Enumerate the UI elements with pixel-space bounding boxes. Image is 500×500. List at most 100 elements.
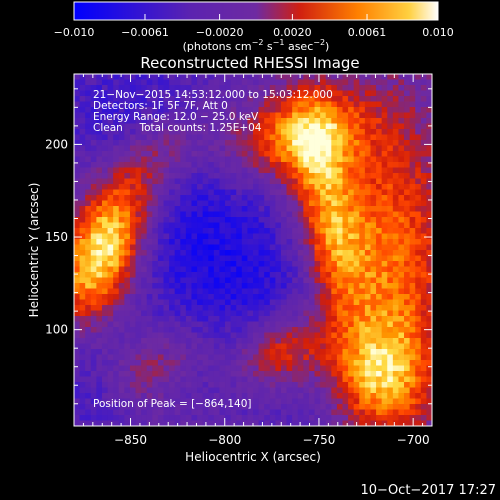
heatmap-cell: [325, 134, 332, 141]
heatmap-cell: [180, 129, 187, 135]
heatmap-cell: [79, 162, 86, 168]
heatmap-cell: [359, 222, 366, 229]
heatmap-cell: [208, 217, 215, 223]
heatmap-cell: [79, 239, 86, 245]
heatmap-cell: [398, 90, 405, 97]
heatmap-cell: [342, 261, 349, 267]
heatmap-cell: [180, 211, 187, 218]
heatmap-cell: [331, 327, 338, 333]
heatmap-cell: [241, 195, 248, 201]
heatmap-cell: [191, 222, 198, 229]
heatmap-cell: [74, 321, 80, 328]
heatmap-cell: [303, 222, 310, 229]
heatmap-cell: [241, 239, 248, 245]
heatmap-cell: [197, 288, 204, 295]
heatmap-cell: [303, 310, 310, 317]
heatmap-cell: [359, 387, 366, 394]
heatmap-cell: [85, 387, 92, 394]
heatmap-cell: [275, 288, 282, 295]
heatmap-cell: [208, 288, 215, 295]
heatmap-cell: [409, 277, 416, 284]
heatmap-cell: [342, 167, 349, 174]
heatmap-cell: [258, 107, 265, 113]
heatmap-cell: [292, 255, 299, 262]
heatmap-cell: [320, 338, 327, 344]
heatmap-cell: [376, 195, 383, 201]
heatmap-cell: [392, 277, 399, 284]
heatmap-cell: [342, 112, 349, 119]
heatmap-cell: [426, 376, 432, 383]
heatmap-cell: [202, 96, 209, 102]
heatmap-cell: [359, 277, 366, 284]
heatmap-cell: [303, 327, 310, 333]
heatmap-cell: [202, 332, 209, 339]
heatmap-cell: [342, 420, 349, 426]
heatmap-cell: [241, 266, 248, 273]
heatmap-cell: [185, 107, 192, 113]
heatmap-cell: [364, 200, 371, 207]
heatmap-cell: [107, 332, 114, 339]
heatmap-cell: [230, 90, 237, 97]
heatmap-cell: [219, 156, 226, 163]
heatmap-cell: [202, 327, 209, 333]
heatmap-cell: [197, 261, 204, 267]
heatmap-cell: [219, 365, 226, 372]
heatmap-cell: [79, 90, 86, 97]
heatmap-cell: [258, 151, 265, 157]
heatmap-cell: [258, 156, 265, 163]
heatmap-cell: [392, 365, 399, 372]
heatmap-cell: [113, 354, 120, 361]
heatmap-cell: [118, 283, 125, 289]
heatmap-cell: [331, 90, 338, 97]
heatmap-cell: [387, 156, 394, 163]
heatmap-cell: [253, 404, 259, 410]
heatmap-cell: [376, 266, 383, 273]
heatmap-cell: [146, 156, 153, 163]
heatmap-cell: [387, 420, 394, 426]
heatmap-cell: [320, 189, 327, 196]
heatmap-cell: [152, 261, 159, 267]
heatmap-cell: [280, 387, 287, 394]
heatmap-cell: [124, 338, 131, 344]
heatmap-cell: [101, 184, 108, 190]
heatmap-cell: [129, 277, 136, 284]
heatmap-cell: [163, 189, 170, 196]
heatmap-cell: [275, 261, 282, 267]
heatmap-cell: [404, 305, 411, 311]
heatmap-cell: [230, 156, 237, 163]
heatmap-cell: [320, 118, 327, 124]
heatmap-cell: [225, 85, 232, 91]
heatmap-cell: [342, 250, 349, 256]
heatmap-cell: [376, 349, 383, 355]
heatmap-cell: [163, 162, 170, 168]
heatmap-cell: [202, 343, 209, 350]
heatmap-cell: [381, 371, 388, 377]
heatmap-cell: [381, 338, 388, 344]
heatmap-cell: [118, 261, 125, 267]
heatmap-cell: [426, 316, 432, 322]
heatmap-cell: [258, 283, 265, 289]
heatmap-cell: [409, 261, 416, 267]
heatmap-cell: [174, 90, 181, 97]
heatmap-cell: [74, 349, 80, 355]
heatmap-cell: [101, 151, 108, 157]
heatmap-cell: [364, 79, 371, 86]
heatmap-cell: [280, 239, 287, 245]
heatmap-cell: [264, 272, 271, 278]
heatmap-cell: [180, 74, 187, 80]
heatmap-cell: [152, 173, 159, 179]
heatmap-cell: [74, 288, 80, 295]
heatmap-cell: [241, 85, 248, 91]
heatmap-cell: [129, 239, 136, 245]
heatmap-cell: [236, 294, 243, 300]
heatmap-cell: [219, 327, 226, 333]
heatmap-cell: [320, 371, 327, 377]
heatmap-cell: [420, 327, 427, 333]
heatmap-cell: [308, 250, 315, 256]
heatmap-cell: [90, 112, 97, 119]
heatmap-cell: [197, 365, 204, 372]
heatmap-cell: [135, 228, 142, 234]
heatmap-cell: [247, 123, 254, 130]
heatmap-cell: [107, 173, 114, 179]
heatmap-cell: [292, 173, 299, 179]
